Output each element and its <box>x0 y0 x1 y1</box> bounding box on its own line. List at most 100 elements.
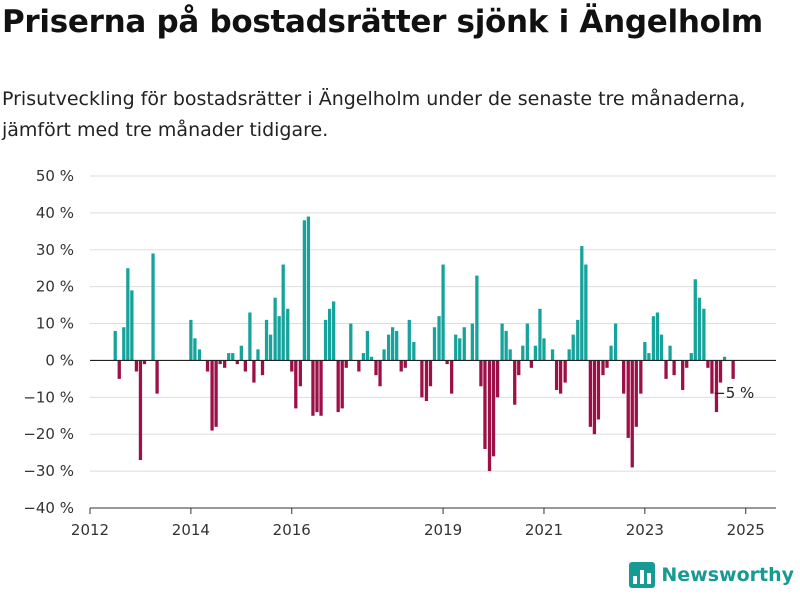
y-tick-label: 50 % <box>36 167 74 185</box>
bar <box>205 360 210 372</box>
bar-chart: 50 % 40 % 30 % 20 % 10 % 0 % −10 % −20 % −30 % −4… <box>23 167 776 539</box>
bar <box>323 319 328 361</box>
bar <box>437 316 441 361</box>
bar <box>647 353 651 361</box>
bar <box>605 360 609 368</box>
bar <box>622 360 626 394</box>
y-tick-label: −10 % <box>23 388 74 406</box>
bar <box>138 360 143 461</box>
bar <box>554 360 559 390</box>
bar <box>151 253 155 361</box>
y-tick-label: 10 % <box>36 315 74 333</box>
bar <box>655 312 660 361</box>
bar <box>685 360 689 368</box>
bar <box>722 356 727 361</box>
bar <box>664 360 668 379</box>
bar <box>609 345 613 361</box>
bar <box>576 319 580 361</box>
bar <box>399 360 403 372</box>
bar <box>432 327 437 361</box>
bar <box>563 360 567 383</box>
bar <box>315 360 319 413</box>
bar <box>243 360 247 372</box>
bar <box>626 360 630 438</box>
bar <box>336 360 340 413</box>
chart-title: Priserna på bostadsrätter sjönk i Ängelh… <box>2 4 763 40</box>
bar <box>697 297 701 361</box>
bar <box>231 353 235 361</box>
bar <box>113 330 117 361</box>
newsworthy-brand: Newsworthy <box>629 562 794 588</box>
x-tick-label: 2023 <box>626 521 664 539</box>
bar <box>529 360 533 368</box>
bar <box>550 349 555 361</box>
bar <box>630 360 634 468</box>
bar <box>155 360 159 394</box>
bar <box>281 264 285 361</box>
bar <box>142 360 147 365</box>
bar <box>268 334 273 361</box>
y-tick-label: −30 % <box>23 462 74 480</box>
bar <box>420 360 424 398</box>
bar <box>273 297 277 361</box>
x-tick-label: 2021 <box>525 521 563 539</box>
bar <box>428 360 433 387</box>
bar <box>681 360 685 390</box>
bar <box>424 360 429 402</box>
bar <box>260 360 265 376</box>
bar <box>634 360 638 427</box>
chart-subtitle: Prisutveckling för bostadsrätter i Ängel… <box>2 88 746 141</box>
bar <box>580 246 584 361</box>
bar <box>495 360 500 398</box>
bar <box>302 220 307 361</box>
bar <box>533 345 538 361</box>
x-tick-label: 2012 <box>71 521 109 539</box>
bar <box>639 360 643 394</box>
bar <box>235 360 239 365</box>
bar <box>596 360 601 420</box>
annotations: −5 % <box>713 384 754 402</box>
bar <box>513 360 517 405</box>
bar <box>382 349 386 361</box>
bar <box>248 312 252 361</box>
bar <box>365 330 370 361</box>
bar <box>571 334 575 361</box>
bar <box>702 308 706 361</box>
bar <box>117 360 121 379</box>
bar <box>331 301 336 361</box>
bar <box>126 268 130 361</box>
x-axis-labels: 2012 2014 2016 2019 2021 2023 2025 <box>71 521 765 539</box>
bar <box>294 360 298 409</box>
bar <box>475 275 479 361</box>
brand-name: Newsworthy <box>661 564 794 586</box>
bar <box>374 360 378 376</box>
x-tick-label: 2014 <box>172 521 210 539</box>
bar <box>668 345 672 361</box>
bar <box>298 360 302 387</box>
bar <box>462 327 466 361</box>
bar <box>252 360 256 383</box>
bar <box>193 338 197 361</box>
y-tick-label: 20 % <box>36 278 74 296</box>
bar <box>256 349 260 361</box>
bar <box>710 360 714 394</box>
bar <box>290 360 294 372</box>
y-tick-label: −40 % <box>23 499 74 517</box>
bar <box>491 360 496 457</box>
bar <box>542 338 546 361</box>
newsworthy-logo-icon <box>629 562 656 588</box>
bar <box>286 308 290 361</box>
y-tick-label: 30 % <box>36 241 74 259</box>
bar <box>693 279 697 361</box>
bar <box>458 338 462 361</box>
bar <box>517 360 521 376</box>
bar <box>412 342 416 361</box>
bar <box>718 360 723 383</box>
bar <box>239 345 243 361</box>
bar <box>525 323 529 361</box>
bar <box>659 334 664 361</box>
bar <box>361 353 366 361</box>
bar <box>508 349 512 361</box>
axes <box>89 359 776 514</box>
bar <box>130 290 134 361</box>
